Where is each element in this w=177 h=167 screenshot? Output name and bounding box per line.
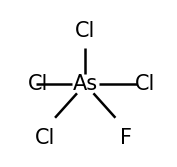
Text: Cl: Cl — [75, 21, 95, 41]
Text: Cl: Cl — [28, 74, 48, 94]
Text: As: As — [73, 74, 98, 94]
Text: Cl: Cl — [35, 128, 56, 148]
Text: F: F — [120, 128, 132, 148]
Text: Cl: Cl — [135, 74, 155, 94]
